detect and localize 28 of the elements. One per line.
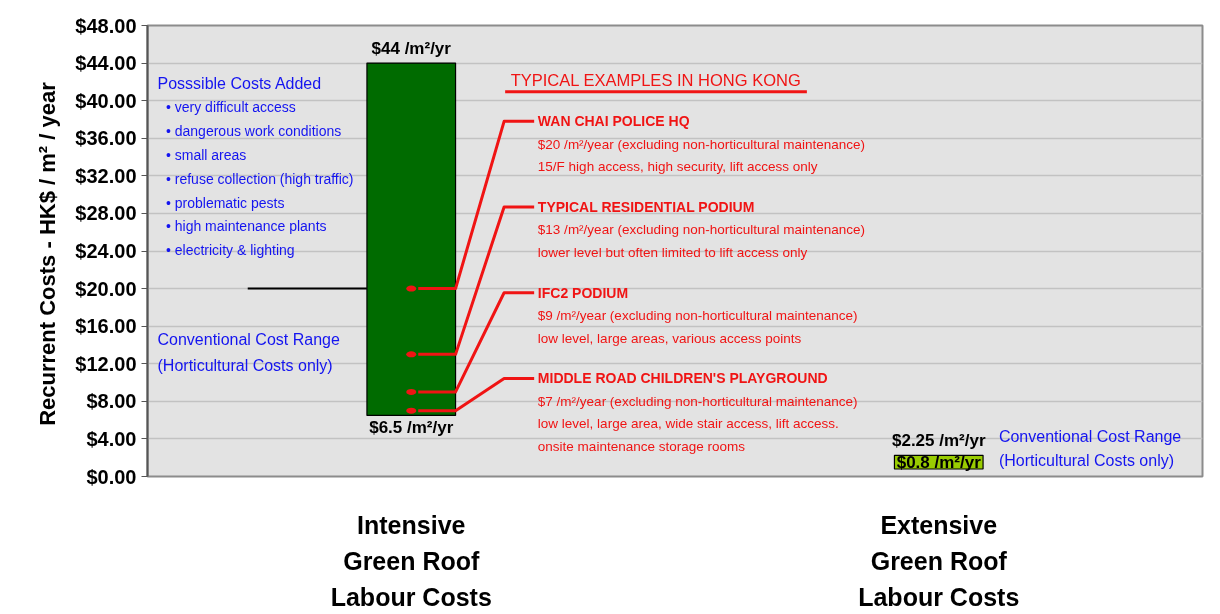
annotation: TYPICAL EXAMPLES IN HONG KONG <box>510 70 801 89</box>
y-tick-label: $28.00 <box>75 202 137 225</box>
y-tick-label: $32.00 <box>75 164 137 187</box>
annotation: Conventional Cost Range (Horticultural Costs only) <box>998 428 1182 469</box>
y-tick-label: $0.00 <box>86 465 137 488</box>
y-tick-label: $12.00 <box>75 352 137 375</box>
annotation: $6.5 /m²/yr <box>369 418 454 438</box>
y-axis-title: Recurrent Costs - HK$ / m² / year <box>35 81 61 426</box>
annotation: Posssible Costs Added • very difficult access • dangerous work conditions • small areas • refuse collection (high traffic) • problematic pests • high maintenance plants • electricity & lighting <box>157 75 354 259</box>
y-tick-label: $24.00 <box>75 240 137 262</box>
y-tick-label: $4.00 <box>86 427 137 450</box>
x-tick-label: Extensive Green Roof Labour Costs <box>858 510 1020 612</box>
annotation: WAN CHAI POLICE HQ $20 /m²/year (excluding non-horticultural maintenance) 15/F high access, high security, lift access only <box>537 113 866 175</box>
annotation: Conventional Cost Range (Horticultural Costs only) <box>157 331 340 374</box>
annotation: $2.25 /m²/yr <box>891 431 986 451</box>
y-tick-label: $20.00 <box>75 277 137 300</box>
annotation: TYPICAL RESIDENTIAL PODIUM $13 /m²/year (excluding non-horticultural maintenance) lower level but often limited to lift access only <box>537 199 866 261</box>
annotation: IFC2 PODIUM $9 /m²/year (excluding non-horticultural maintenance) low level, large areas, various access points <box>537 284 858 346</box>
y-tick-label: $48.00 <box>75 14 137 37</box>
annotation: $0.8 /m²/yr <box>896 452 982 472</box>
y-tick-label: $36.00 <box>75 127 137 150</box>
x-tick-label: Intensive Green Roof Labour Costs <box>330 510 492 612</box>
y-tick-label: $8.00 <box>86 390 137 413</box>
annotation: $44 /m²/yr <box>371 39 452 59</box>
y-tick-label: $16.00 <box>75 315 137 338</box>
y-tick-label: $40.00 <box>75 89 137 112</box>
annotation: MIDDLE ROAD CHILDREN'S PLAYGROUND $7 /m²/year (excluding non-horticultural maintenance) low level, large area, wide stair access, lift access. onsite maintenance storage rooms <box>537 370 858 455</box>
y-tick-label: $44.00 <box>75 52 137 75</box>
